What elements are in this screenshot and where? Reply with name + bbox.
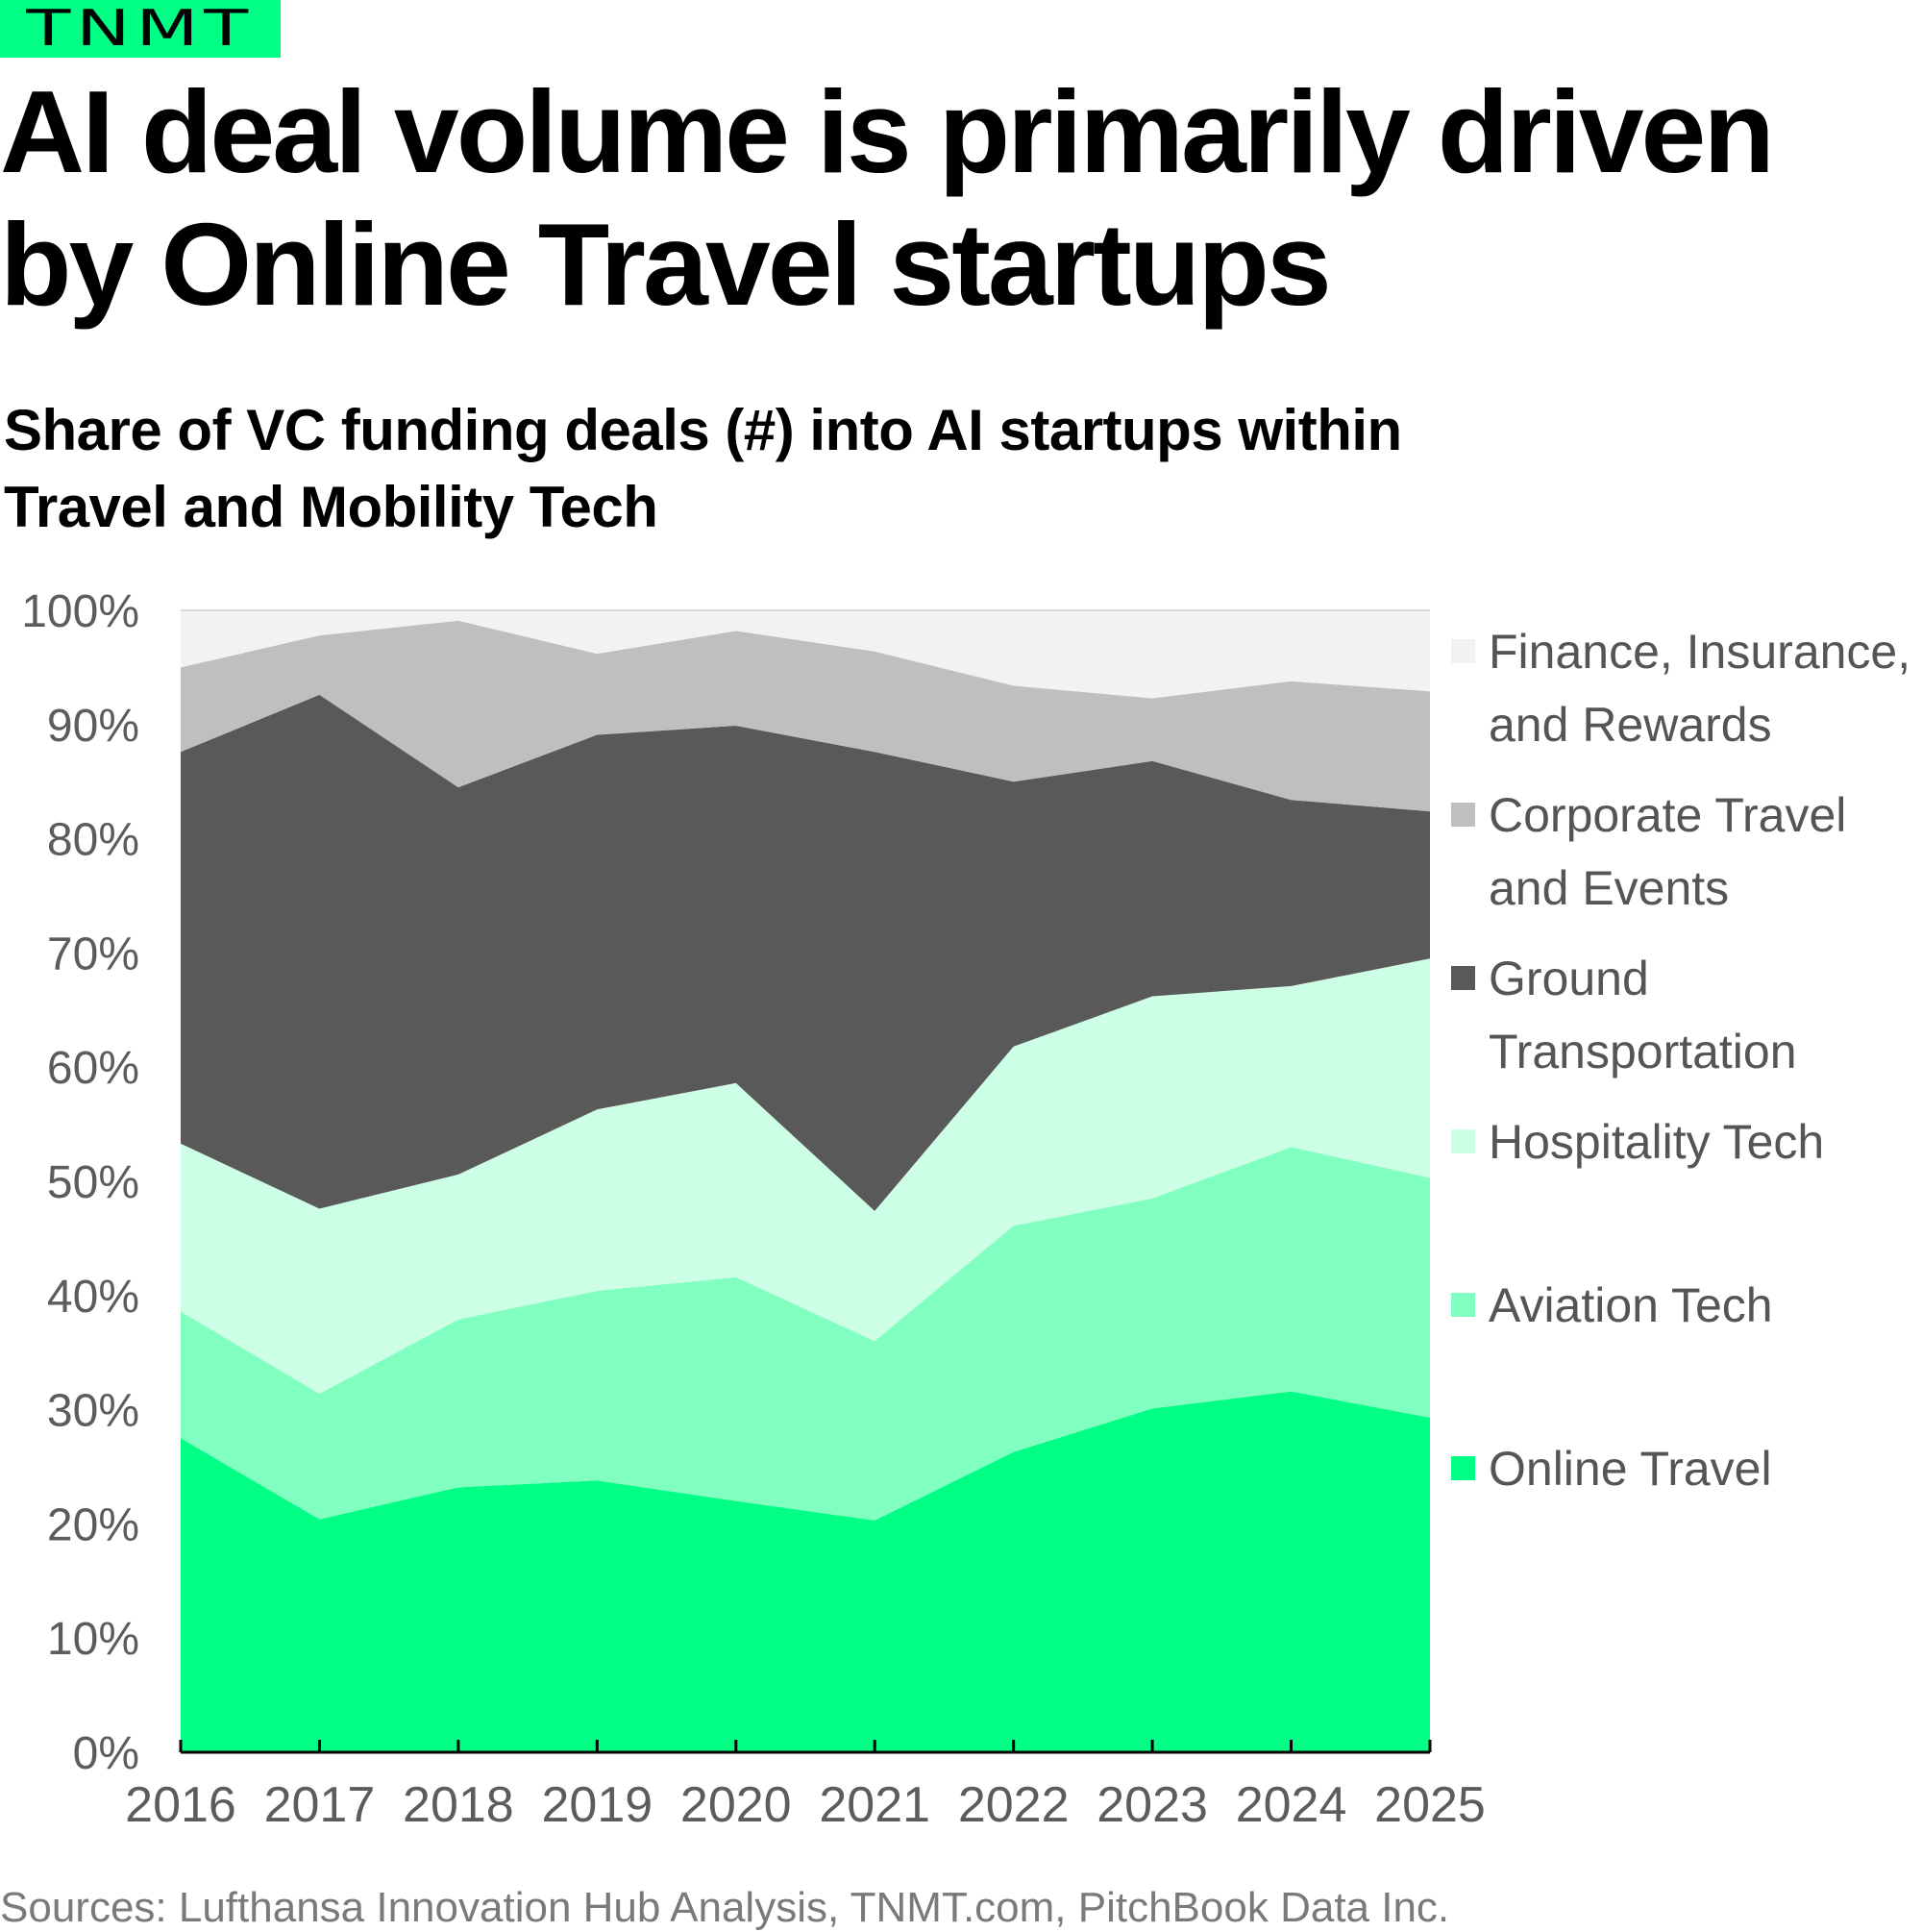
y-axis: 0% 10% 20% 30% 40% 50% 60% 70% 80% 90% 100% <box>21 586 139 1779</box>
subtitle-line-1: Share of VC funding deals (#) into AI st… <box>4 398 1402 462</box>
tnmt-logo: TNMT <box>0 0 281 58</box>
x-tick-label: 2016 <box>125 1777 236 1833</box>
legend-item: Online Travel <box>1451 1432 1921 1505</box>
legend-label-line: Aviation Tech <box>1489 1278 1773 1332</box>
legend-label-line: and Events <box>1489 861 1730 915</box>
x-tick-label: 2023 <box>1097 1777 1208 1833</box>
chart-subtitle: Share of VC funding deals (#) into AI st… <box>4 392 1638 546</box>
legend-swatch-icon <box>1451 966 1475 990</box>
legend-label: Online Travel <box>1489 1432 1921 1505</box>
y-tick-label: 20% <box>47 1499 139 1550</box>
legend-item: Corporate Travel and Events <box>1451 779 1921 925</box>
legend-swatch-icon <box>1451 1129 1475 1153</box>
y-tick-label: 60% <box>47 1043 139 1094</box>
legend-label-line: Hospitality Tech <box>1489 1115 1825 1169</box>
subtitle-line-2: Travel and Mobility Tech <box>4 475 658 539</box>
x-tick-label: 2017 <box>264 1777 376 1833</box>
legend-label: Hospitality Tech <box>1489 1105 1921 1178</box>
area-aviation-tech <box>181 1147 1430 1521</box>
y-tick-label: 80% <box>47 815 139 866</box>
legend-label-line: and Rewards <box>1489 698 1772 752</box>
legend-item: Ground Transportation <box>1451 942 1921 1088</box>
page-title: AI deal volume is primarily driven by On… <box>0 65 1874 331</box>
x-tick-label: 2022 <box>958 1777 1070 1833</box>
title-line-2: by Online Travel startups <box>0 199 1332 330</box>
x-tick-label: 2024 <box>1236 1777 1347 1833</box>
title-line-1: AI deal volume is primarily driven <box>0 66 1775 197</box>
y-tick-label: 70% <box>47 929 139 979</box>
legend-label: Corporate Travel and Events <box>1489 779 1921 925</box>
legend-label-line: Ground <box>1489 952 1649 1005</box>
logo-text: TNMT <box>26 0 255 58</box>
legend-swatch-icon <box>1451 803 1475 827</box>
y-tick-label: 50% <box>47 1157 139 1208</box>
legend-label: Ground Transportation <box>1489 942 1921 1088</box>
legend-item: Aviation Tech <box>1451 1269 1921 1342</box>
y-tick-label: 100% <box>21 586 139 637</box>
y-tick-label: 10% <box>47 1614 139 1665</box>
legend-label-line: Online Travel <box>1489 1442 1772 1496</box>
x-tick-label: 2020 <box>680 1777 792 1833</box>
source-note: Sources: Lufthansa Innovation Hub Analys… <box>0 1884 1450 1931</box>
x-tick-label: 2018 <box>403 1777 514 1833</box>
x-tick-label: 2025 <box>1374 1777 1486 1833</box>
x-axis: 2016 2017 2018 2019 2020 2021 2022 2023 2024 2025 <box>125 1740 1486 1833</box>
legend-label: Aviation Tech <box>1489 1269 1921 1342</box>
legend-label-line: Transportation <box>1489 1025 1797 1078</box>
area-layers <box>181 610 1430 1752</box>
legend-item: Finance, Insurance, and Rewards <box>1451 615 1921 761</box>
area-online-travel <box>181 1391 1430 1752</box>
legend-label: Finance, Insurance, and Rewards <box>1489 615 1921 761</box>
legend-swatch-icon <box>1451 1456 1475 1480</box>
legend-swatch-icon <box>1451 639 1475 663</box>
x-tick-label: 2021 <box>819 1777 930 1833</box>
y-tick-label: 90% <box>47 701 139 752</box>
y-tick-label: 30% <box>47 1386 139 1437</box>
legend-label-line: Corporate Travel <box>1489 788 1847 842</box>
area-hospitality-tech <box>181 958 1430 1394</box>
y-tick-label: 0% <box>73 1728 139 1779</box>
x-tick-label: 2019 <box>541 1777 653 1833</box>
legend-item: Hospitality Tech <box>1451 1105 1921 1178</box>
legend-label-line: Finance, Insurance, <box>1489 625 1911 679</box>
area-corporate-travel-and-events <box>181 620 1430 812</box>
y-tick-label: 40% <box>47 1272 139 1323</box>
legend-swatch-icon <box>1451 1293 1475 1317</box>
area-finance-insurance-and-rewards <box>181 610 1430 699</box>
area-ground-transportation <box>181 694 1430 1211</box>
